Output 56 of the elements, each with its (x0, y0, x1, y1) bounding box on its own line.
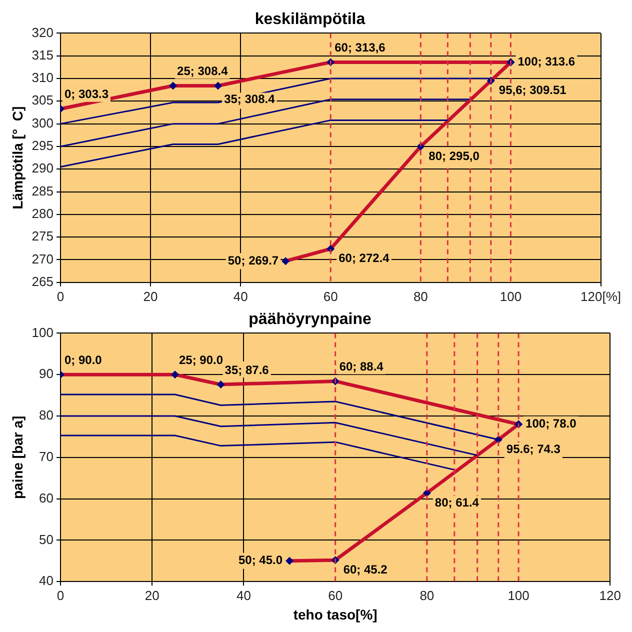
x-tick-label: 20 (143, 288, 158, 304)
x-tick-label: 60 (328, 588, 343, 603)
data-label: 60; 88.4 (339, 360, 384, 374)
y-tick-label: 290 (32, 160, 54, 176)
y-tick-label: 280 (32, 206, 54, 222)
y-axis-title: paine [bar a] (9, 416, 26, 500)
y-tick-label: 295 (32, 138, 54, 154)
data-label: 50; 269.7 (228, 253, 279, 268)
y-tick-label: 265 (32, 274, 54, 289)
x-tick-label: 120 (599, 588, 622, 603)
data-label: 60; 272.4 (338, 251, 390, 266)
y-tick-label: 100 (32, 324, 54, 340)
y-tick-label: 285 (32, 183, 54, 198)
chart-title: keskilämpötila (254, 11, 366, 28)
data-label: 95,6; 309.51 (498, 83, 567, 98)
y-tick-label: 80 (39, 408, 54, 423)
data-label: 35; 87.6 (224, 362, 270, 377)
x-tick-label: 80 (413, 288, 428, 304)
data-label: 0; 90.0 (64, 352, 102, 367)
y-tick-label: 275 (32, 228, 54, 244)
x-tick-label: 20 (144, 588, 160, 603)
x-tick-label: 0 (56, 288, 64, 304)
y-tick-label: 310 (32, 70, 54, 86)
data-label: 100; 78.0 (526, 416, 577, 431)
y-tick-label: 60 (39, 490, 54, 506)
x-tick-label: 100 (508, 588, 530, 603)
data-label: 60; 45.2 (343, 562, 388, 576)
y-tick-label: 90 (39, 366, 54, 382)
x-tick-label: 100 (500, 288, 522, 304)
data-label: 25; 308.4 (177, 64, 228, 78)
x-tick-label: 120[%] (580, 288, 622, 304)
data-label: 80; 295,0 (428, 148, 480, 163)
y-tick-label: 315 (32, 47, 54, 62)
y-tick-label: 40 (39, 573, 54, 588)
x-axis-title: teho taso[%] (293, 606, 378, 622)
data-label: 35; 308.4 (224, 92, 276, 106)
data-label: 80; 61.4 (434, 495, 480, 510)
y-tick-label: 270 (32, 251, 54, 266)
x-tick-label: 40 (236, 588, 251, 603)
data-label: 100; 313.6 (518, 54, 576, 69)
y-axis-title: Lämpötila [° C] (9, 106, 26, 210)
data-label: 50; 45.0 (238, 553, 283, 568)
x-tick-label: 40 (233, 288, 248, 304)
x-tick-label: 80 (420, 588, 434, 603)
y-tick-label: 305 (32, 92, 54, 108)
x-tick-label: 60 (323, 288, 338, 304)
y-tick-label: 50 (39, 532, 54, 547)
data-label: 95.6; 74.3 (506, 442, 561, 456)
y-tick-label: 320 (32, 24, 54, 40)
x-tick-label: 0 (56, 588, 64, 603)
data-label: 0; 303.3 (64, 87, 109, 102)
y-tick-label: 70 (39, 448, 54, 464)
chart-title: päähöyrynpaine (248, 311, 372, 328)
y-tick-label: 300 (32, 115, 54, 130)
data-label: 60; 313,6 (334, 40, 386, 55)
data-label: 25; 90.0 (179, 352, 224, 367)
